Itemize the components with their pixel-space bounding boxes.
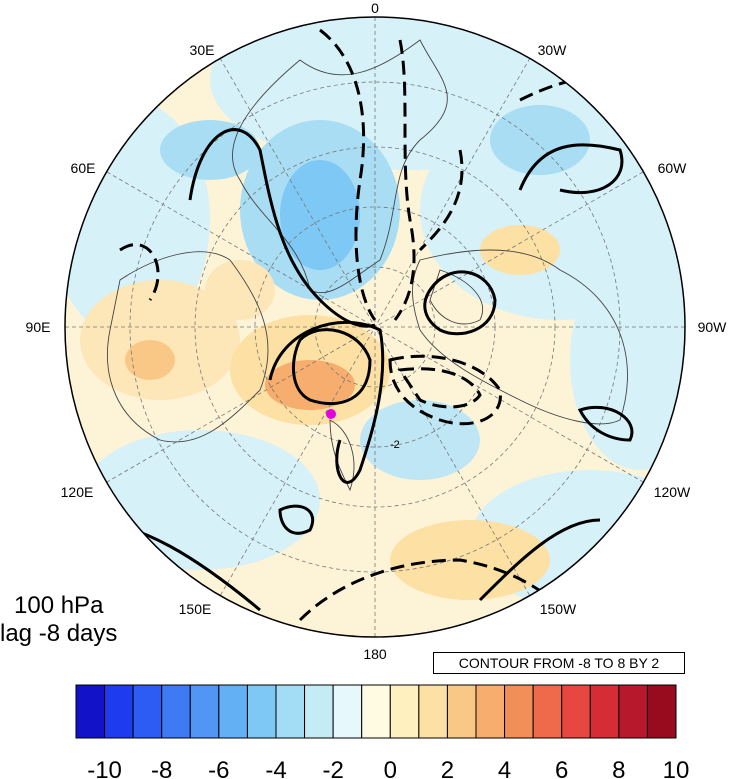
lon-label-120e: 120E xyxy=(61,484,94,500)
anomaly-field xyxy=(65,17,685,637)
contour-info-box: CONTOUR FROM -8 TO 8 BY 2 xyxy=(433,652,685,674)
colorbar-tick-label: -10 xyxy=(87,757,122,779)
lon-label-60e: 60E xyxy=(71,160,96,176)
colorbar-swatch xyxy=(361,684,391,739)
colorbar-swatch xyxy=(475,684,506,739)
contour-value-label: -2 xyxy=(390,439,400,451)
coastlines xyxy=(107,39,628,492)
colorbar-swatch xyxy=(161,684,191,739)
colorbar-tick-label: -4 xyxy=(265,757,286,779)
positive-contours xyxy=(79,128,634,612)
colorbar-swatch xyxy=(132,684,163,739)
colorbar-swatch xyxy=(389,684,420,739)
colorbar-swatch xyxy=(104,684,134,739)
colorbar-swatch xyxy=(646,684,677,739)
colorbar-swatch xyxy=(418,684,448,739)
colorbar-swatch xyxy=(618,684,648,739)
colorbar-tick-label: 10 xyxy=(663,757,690,779)
colorbar-swatch xyxy=(504,684,534,739)
colorbar-swatch xyxy=(275,684,306,739)
colorbar-swatch xyxy=(332,684,363,739)
lon-label-30e: 30E xyxy=(190,42,215,58)
lon-label-150e: 150E xyxy=(179,601,212,617)
lon-label-90e: 90E xyxy=(26,319,51,335)
globe-outline xyxy=(64,16,686,638)
colorbar-swatch xyxy=(532,684,563,739)
colorbar-swatch xyxy=(246,684,277,739)
location-marker xyxy=(326,409,336,419)
colorbar-tick-label: -2 xyxy=(322,757,343,779)
lon-label-120w: 120W xyxy=(654,484,691,500)
lon-label-150w: 150W xyxy=(540,601,577,617)
colorbar-tick-label: 8 xyxy=(612,757,625,779)
colorbar-swatch xyxy=(75,684,106,739)
colorbar-swatch xyxy=(561,684,591,739)
colorbar-tick-label: -6 xyxy=(208,757,229,779)
colorbar-tick-label: 0 xyxy=(384,757,397,779)
colorbar-swatch xyxy=(589,684,620,739)
level-title: 100 hPa xyxy=(14,592,104,619)
colorbar-swatch xyxy=(446,684,477,739)
lon-label-0: 0 xyxy=(371,0,379,16)
colorbar-swatch xyxy=(189,684,220,739)
colorbar-tick-label: 2 xyxy=(441,757,454,779)
lon-label-90w: 90W xyxy=(698,319,728,335)
colorbar xyxy=(75,684,677,739)
colorbar-tick-label: -8 xyxy=(151,757,172,779)
lag-title: lag -8 days xyxy=(0,620,118,647)
colorbar-swatch xyxy=(218,684,248,739)
colorbar-tick-labels: -10 -8 -6 -4 -2 0 2 4 6 8 10 xyxy=(87,757,689,779)
lon-label-180: 180 xyxy=(363,646,387,662)
colorbar-tick-label: 4 xyxy=(498,757,511,779)
colorbar-swatch xyxy=(304,684,334,739)
colorbar-tick-label: 6 xyxy=(555,757,568,779)
lon-label-60w: 60W xyxy=(658,160,688,176)
lon-label-30w: 30W xyxy=(538,42,568,58)
